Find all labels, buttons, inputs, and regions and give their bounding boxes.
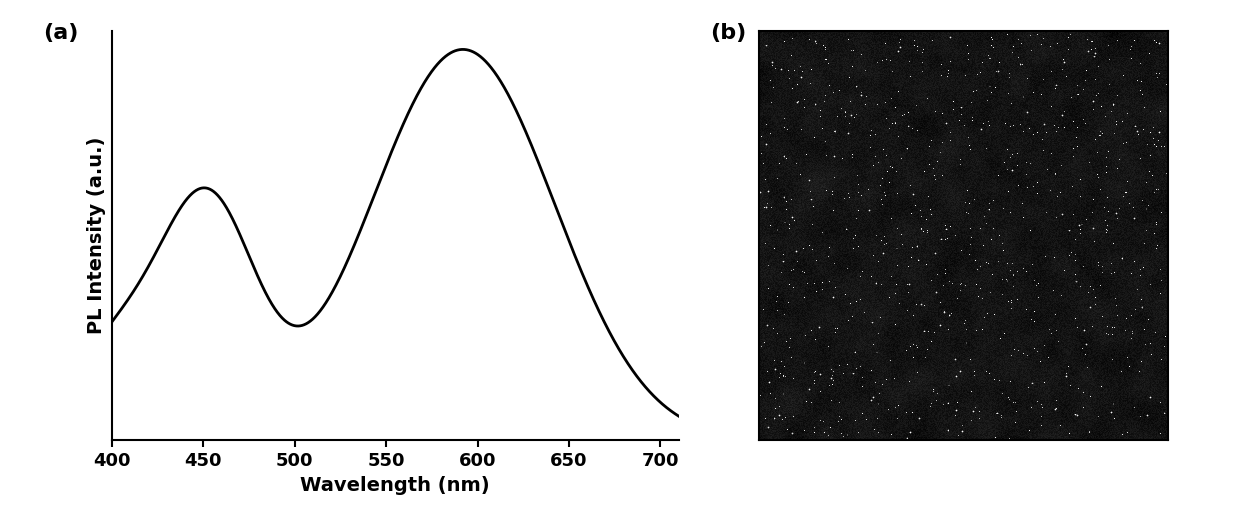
- Y-axis label: PL Intensity (a.u.): PL Intensity (a.u.): [87, 137, 107, 335]
- Text: (b): (b): [709, 23, 746, 43]
- Text: (a): (a): [43, 23, 79, 43]
- X-axis label: Wavelength (nm): Wavelength (nm): [300, 476, 490, 495]
